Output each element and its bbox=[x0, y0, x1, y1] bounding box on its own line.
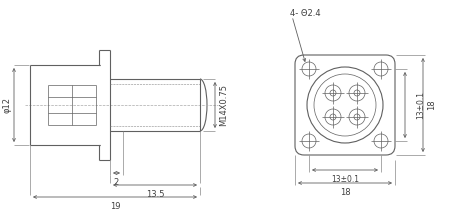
Text: 2: 2 bbox=[113, 178, 118, 187]
FancyBboxPatch shape bbox=[295, 55, 395, 155]
Text: 13.5: 13.5 bbox=[146, 190, 164, 199]
Text: 13±0.1: 13±0.1 bbox=[416, 91, 425, 119]
Text: 13±0.1: 13±0.1 bbox=[331, 175, 359, 184]
Text: M14X0.75: M14X0.75 bbox=[219, 84, 228, 126]
Text: 19: 19 bbox=[110, 202, 120, 211]
Text: 4- Θ2.4: 4- Θ2.4 bbox=[290, 9, 320, 17]
Text: φ12: φ12 bbox=[2, 97, 11, 113]
Text: 18: 18 bbox=[340, 188, 350, 197]
Text: 18: 18 bbox=[428, 100, 437, 110]
